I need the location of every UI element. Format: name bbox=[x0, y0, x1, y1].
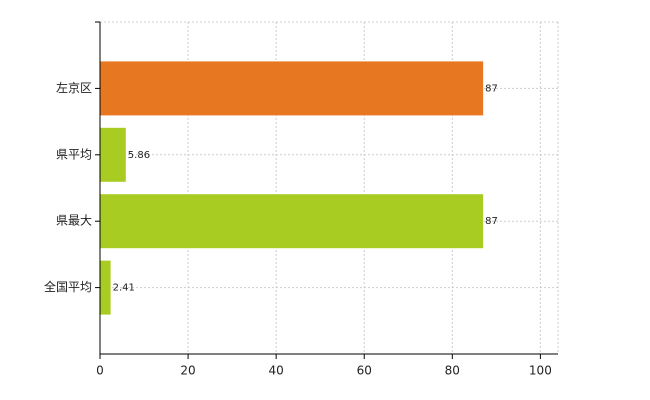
bar bbox=[100, 194, 484, 249]
value-label: 5.86 bbox=[128, 150, 150, 161]
value-label: 2.41 bbox=[113, 283, 135, 294]
x-tick-label: 40 bbox=[269, 364, 284, 378]
y-tick-label: 県平均 bbox=[56, 147, 92, 161]
bar bbox=[100, 127, 126, 182]
y-tick-label: 県最大 bbox=[56, 214, 92, 228]
x-tick-label: 0 bbox=[96, 364, 104, 378]
bar bbox=[100, 61, 484, 116]
value-label: 87 bbox=[485, 83, 498, 94]
value-label: 87 bbox=[485, 216, 498, 227]
x-tick-label: 20 bbox=[180, 364, 195, 378]
x-tick-label: 80 bbox=[445, 364, 460, 378]
y-tick-label: 左京区 bbox=[56, 80, 92, 95]
bar bbox=[100, 260, 111, 315]
x-tick-label: 100 bbox=[529, 364, 552, 378]
x-tick-label: 60 bbox=[357, 364, 372, 378]
y-tick-label: 全国平均 bbox=[44, 279, 92, 294]
